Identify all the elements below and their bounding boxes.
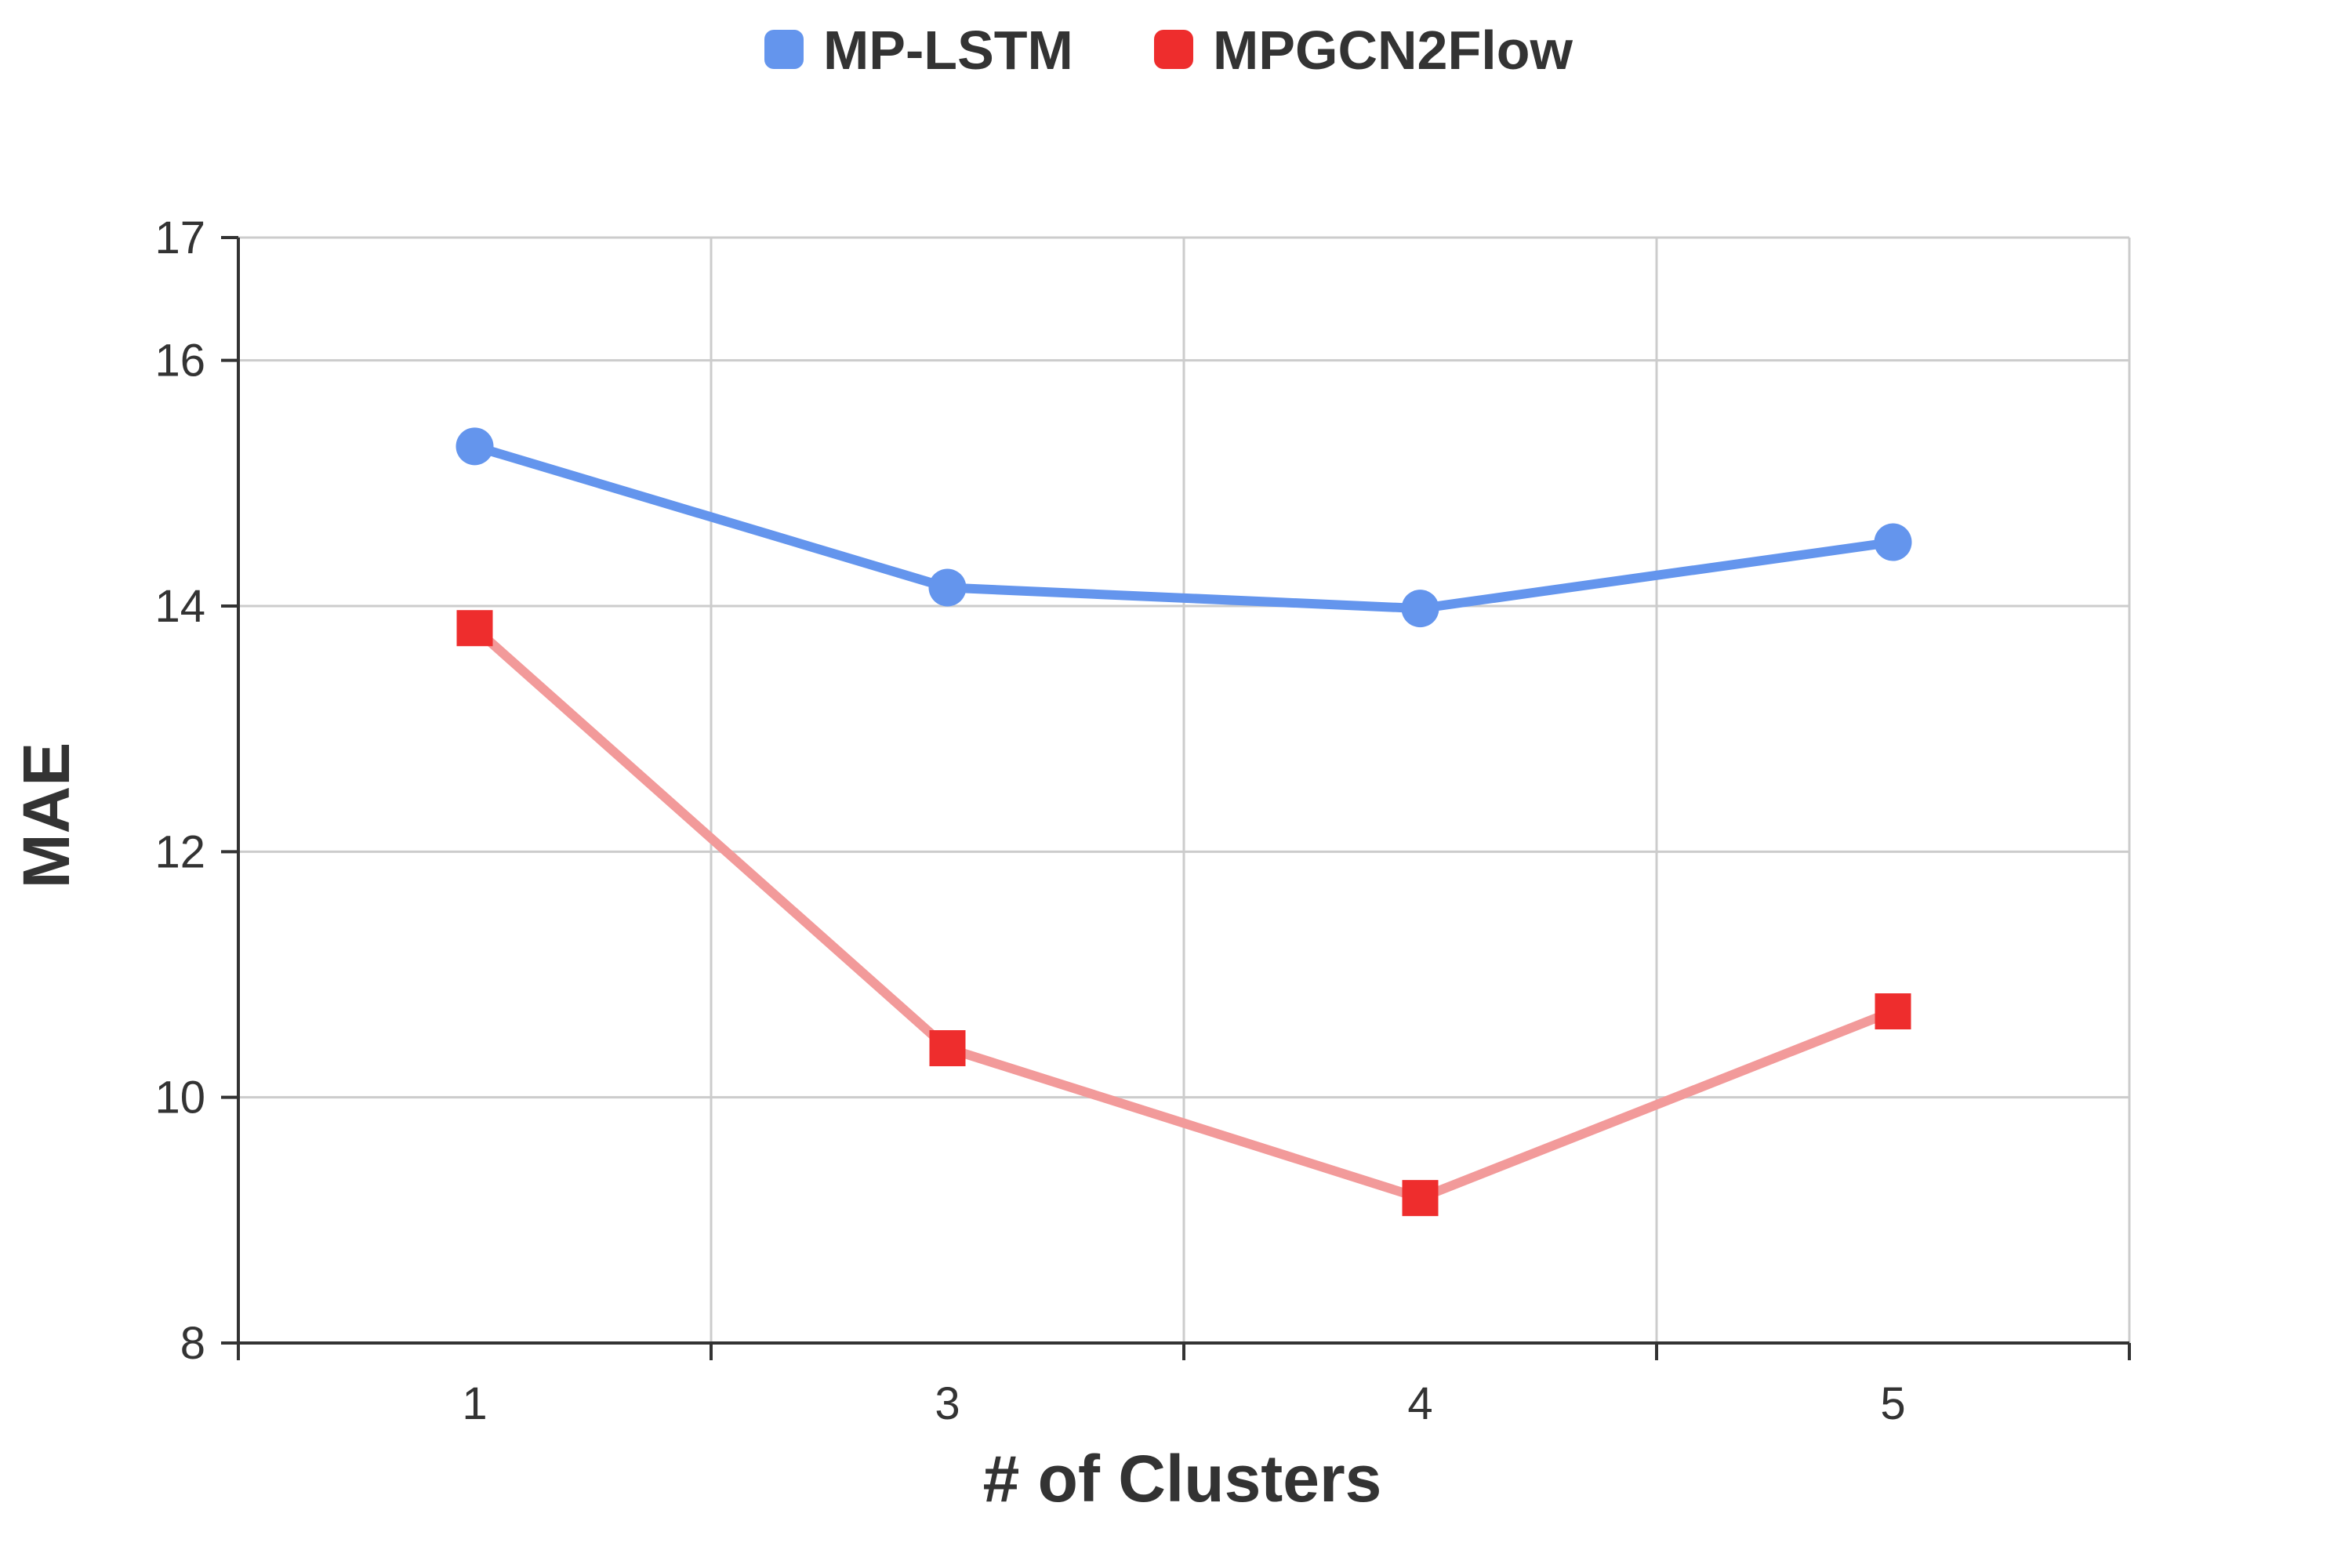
data-point-mp-lstm[interactable] [456,427,494,466]
data-point-mpgcn2flow[interactable] [929,1030,966,1066]
legend-swatch-mp-lstm [764,30,804,69]
legend-label-mpgcn2flow: MPGCN2Flow [1213,20,1573,81]
data-point-mp-lstm[interactable] [1874,523,1912,561]
data-point-mpgcn2flow[interactable] [456,610,493,647]
x-tick-label: 1 [462,1378,487,1429]
series-markers [456,427,1912,1217]
data-point-mpgcn2flow[interactable] [1402,1180,1439,1217]
y-tick-label: 14 [154,581,205,632]
x-tick-label: 3 [935,1378,960,1429]
y-tick-label: 8 [180,1318,205,1369]
data-point-mp-lstm[interactable] [1401,590,1439,628]
legend-item-mp-lstm[interactable]: MP-LSTM [764,20,1073,81]
legend-swatch-mpgcn2flow [1154,30,1193,69]
x-axis-title: # of Clusters [983,1442,1382,1515]
x-tick-label: 5 [1880,1378,1905,1429]
series-line-mpgcn2flow [470,623,1898,1203]
y-tick-label: 12 [154,826,205,877]
grid [238,236,2131,1343]
y-tick-label: 16 [154,336,205,387]
legend[interactable]: MP-LSTM MPGCN2Flow [764,20,1573,81]
y-tick-label: 10 [154,1073,205,1123]
y-axis-title: MAE [9,742,83,889]
x-tick-label: 4 [1407,1378,1432,1429]
data-point-mpgcn2flow[interactable] [1875,993,1911,1029]
legend-item-mpgcn2flow[interactable]: MPGCN2Flow [1154,20,1573,81]
series-line-mp-lstm [470,441,1898,614]
legend-label-mp-lstm: MP-LSTM [823,20,1073,81]
series-lines [470,441,1898,1203]
axes: 8 10 12 14 16 17 1 3 4 5 [154,212,2131,1429]
y-tick-label: 17 [154,212,205,263]
data-point-mp-lstm[interactable] [928,568,967,607]
